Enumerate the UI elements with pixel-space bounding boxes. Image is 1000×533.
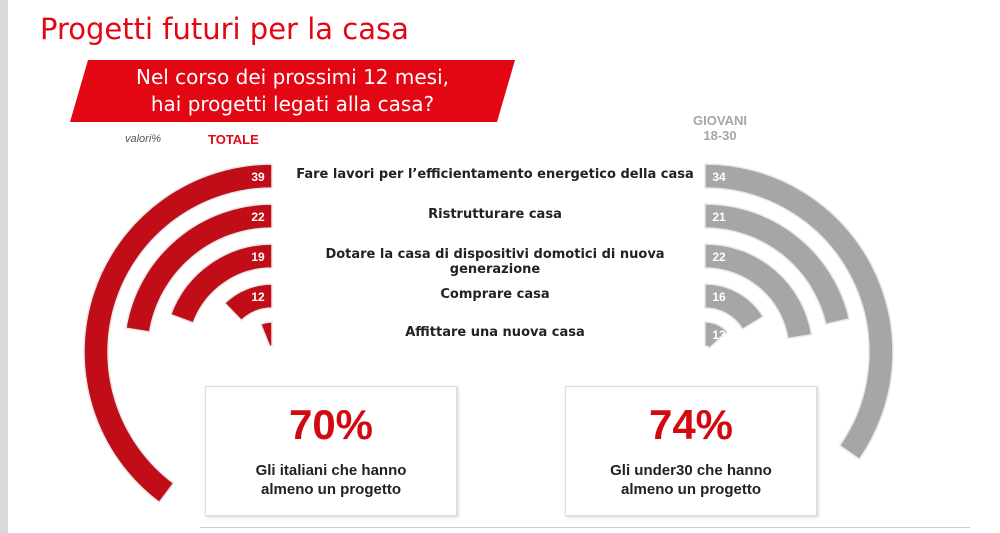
question-text: Nel corso dei prossimi 12 mesi, hai proge…: [70, 64, 515, 118]
caption-line-2: almeno un progetto: [621, 481, 761, 498]
data-label: 13: [712, 328, 726, 342]
arc-bar-giovani: [704, 283, 765, 331]
summary-value: 70%: [288, 401, 374, 448]
arc-bar-totale: [259, 321, 273, 348]
category-label: Dotare la casa di dispositivi domotici d…: [325, 247, 665, 277]
question-line-2: hai progetti legati alla casa?: [150, 92, 435, 116]
arc-bar-totale: [223, 283, 273, 322]
summary-value: 74%: [648, 401, 734, 448]
arc-bar-totale: [125, 203, 273, 333]
summary-box-giovani: 74% Gli under30 che hanno almeno un proge…: [565, 386, 817, 516]
summary-caption: Gli under30 che hanno almeno un progetto: [566, 461, 816, 499]
page-title: Progetti futuri per la casa: [40, 12, 409, 46]
giovani-line-1: GIOVANI: [693, 113, 747, 128]
category-label: Fare lavori per l’efficientamento energe…: [296, 167, 694, 182]
banner-shape: [70, 60, 515, 122]
footer-divider: [200, 527, 970, 528]
caption-line-1: Gli under30 che hanno: [610, 462, 772, 479]
arc-bar-giovani: [704, 243, 813, 340]
caption-line-1: Gli italiani che hanno: [255, 462, 407, 479]
question-banner: Nel corso dei prossimi 12 mesi, hai proge…: [70, 60, 515, 122]
category-label: Affittare una nuova casa: [405, 325, 585, 340]
series-label-giovani: GIOVANI 18-30: [680, 113, 760, 143]
left-edge-bar: [0, 0, 8, 533]
data-label: 39: [251, 170, 265, 184]
data-label: 21: [712, 210, 726, 224]
category-label: Ristrutturare casa: [428, 207, 562, 222]
caption-line-2: almeno un progetto: [261, 481, 401, 498]
arc-bar-giovani: [704, 321, 729, 350]
summary-box-totale: 70% Gli italiani che hanno almeno un prog…: [205, 386, 457, 516]
summary-caption: Gli italiani che hanno almeno un progetto: [206, 461, 456, 499]
data-label: 12: [251, 290, 265, 304]
question-line-1: Nel corso dei prossimi 12 mesi,: [136, 65, 449, 89]
category-label: Comprare casa: [440, 287, 550, 302]
unit-note: valori%: [125, 133, 162, 145]
arc-bar-totale: [169, 243, 273, 324]
arc-bar-giovani: [704, 203, 851, 326]
data-label: 19: [251, 250, 265, 264]
data-label: 16: [712, 290, 726, 304]
arc-bar-giovani: [704, 163, 894, 461]
data-label: 22: [251, 210, 265, 224]
data-label: 34: [712, 170, 726, 184]
series-label-totale: TOTALE: [208, 132, 259, 147]
arc-bar-totale: [83, 163, 273, 504]
giovani-line-2: 18-30: [703, 128, 737, 143]
data-label: 22: [712, 250, 726, 264]
data-label: 6: [255, 328, 262, 342]
